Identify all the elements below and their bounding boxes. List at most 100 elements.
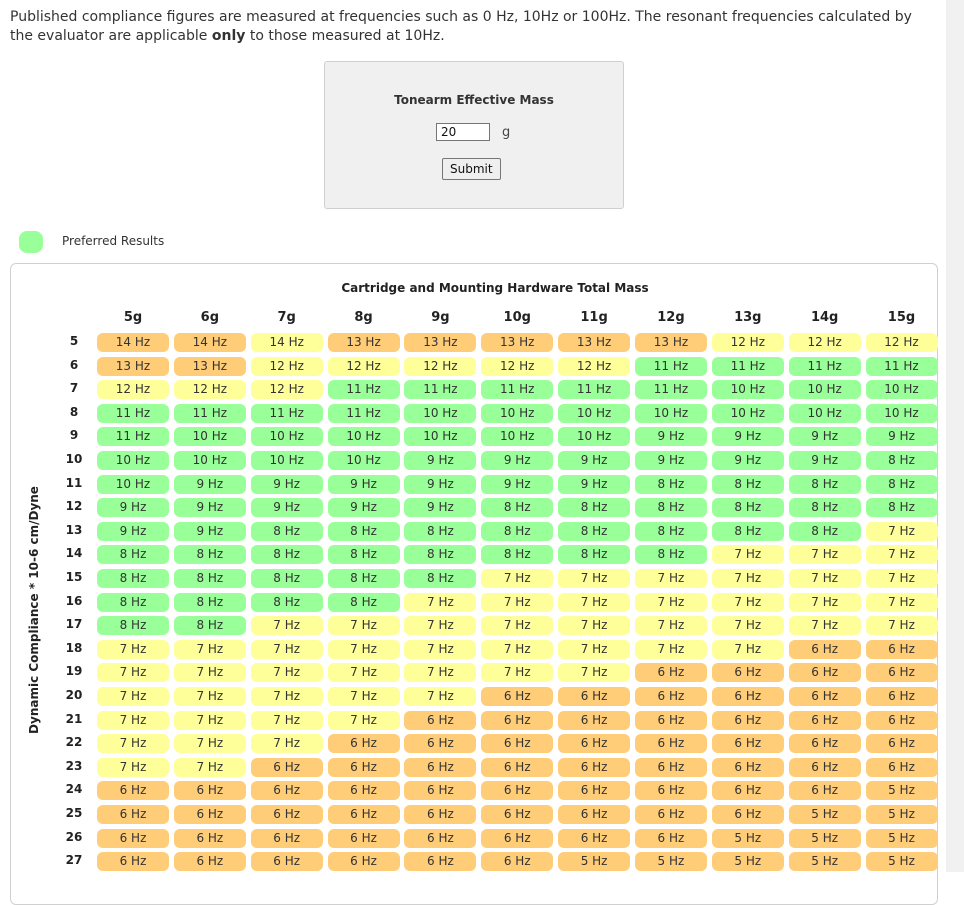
frequency-cell: 10 Hz — [711, 380, 784, 400]
frequency-cell: 7 Hz — [481, 569, 554, 588]
frequency-cell: 8 Hz — [250, 592, 323, 612]
frequency-cell: 8 Hz — [634, 474, 707, 494]
frequency-cell: 7 Hz — [558, 616, 631, 636]
frequency-cell: 5 Hz — [558, 852, 631, 872]
frequency-cell: 10 Hz — [788, 403, 861, 423]
frequency-cell: 11 Hz — [173, 403, 246, 423]
frequency-cell: 7 Hz — [97, 663, 169, 683]
frequency-cell: 7 Hz — [173, 663, 246, 683]
frequency-cell: 13 Hz — [481, 333, 554, 352]
row-header: 12 — [65, 499, 83, 514]
frequency-cell: 5 Hz — [865, 828, 938, 848]
frequency-cell: 6 Hz — [711, 757, 784, 777]
frequency-cell: 7 Hz — [634, 616, 707, 636]
frequency-cell: 8 Hz — [788, 474, 861, 494]
frequency-cell: 8 Hz — [173, 592, 246, 612]
frequency-cell: 6 Hz — [481, 734, 554, 754]
frequency-cell: 5 Hz — [865, 781, 938, 801]
row-header: 25 — [65, 806, 83, 820]
frequency-cell: 9 Hz — [97, 521, 169, 541]
row-header: 13 — [65, 522, 83, 537]
frequency-cell: 6 Hz — [481, 828, 554, 848]
frequency-cell: 7 Hz — [481, 592, 554, 612]
frequency-cell: 5 Hz — [634, 852, 707, 872]
intro-emphasis: only — [211, 28, 246, 44]
frequency-cell: 6 Hz — [327, 734, 400, 754]
page-scrollbar[interactable] — [946, 0, 964, 872]
frequency-cell: 11 Hz — [865, 356, 938, 376]
frequency-cell: 6 Hz — [788, 710, 861, 730]
frequency-cell: 7 Hz — [711, 639, 784, 659]
frequency-cell: 6 Hz — [634, 805, 707, 824]
frequency-cell: 7 Hz — [711, 616, 784, 636]
row-header: 18 — [65, 640, 83, 655]
row-header: 7 — [69, 381, 79, 396]
frequency-cell: 7 Hz — [558, 663, 631, 683]
frequency-cell: 7 Hz — [788, 569, 861, 588]
frequency-cell: 7 Hz — [865, 569, 938, 588]
intro-paragraph: Published compliance figures are measure… — [10, 8, 935, 46]
frequency-cell: 6 Hz — [634, 687, 707, 706]
frequency-cell: 13 Hz — [634, 333, 707, 352]
frequency-cell: 7 Hz — [327, 616, 400, 636]
frequency-cell: 12 Hz — [788, 333, 861, 352]
frequency-cell: 6 Hz — [634, 734, 707, 754]
frequency-cell: 8 Hz — [327, 521, 400, 541]
frequency-cell: 7 Hz — [481, 639, 554, 659]
submit-button[interactable]: Submit — [442, 158, 501, 180]
frequency-cell: 11 Hz — [788, 356, 861, 376]
frequency-cell: 7 Hz — [788, 592, 861, 612]
tonearm-mass-input[interactable] — [436, 123, 490, 141]
frequency-cell: 7 Hz — [97, 639, 169, 659]
y-axis-title: Dynamic Compliance * 10-6 cm/Dyne — [27, 486, 41, 734]
frequency-cell: 7 Hz — [250, 710, 323, 730]
intro-text-before: Published compliance figures are measure… — [10, 9, 912, 44]
frequency-cell: 7 Hz — [404, 639, 477, 659]
frequency-cell: 10 Hz — [327, 427, 400, 447]
frequency-cell: 6 Hz — [634, 757, 707, 777]
frequency-cell: 7 Hz — [173, 687, 246, 706]
frequency-cell: 10 Hz — [97, 474, 169, 494]
frequency-cell: 6 Hz — [481, 757, 554, 777]
frequency-cell: 6 Hz — [481, 781, 554, 801]
frequency-cell: 6 Hz — [97, 805, 169, 824]
frequency-cell: 7 Hz — [250, 616, 323, 636]
column-header: 11g — [580, 310, 608, 325]
frequency-cell: 8 Hz — [173, 616, 246, 636]
column-header: 5g — [123, 310, 143, 325]
intro-text-after: to those measured at 10Hz. — [245, 28, 445, 44]
frequency-cell: 12 Hz — [97, 380, 169, 400]
frequency-cell: 11 Hz — [711, 356, 784, 376]
frequency-cell: 6 Hz — [250, 805, 323, 824]
frequency-cell: 10 Hz — [173, 427, 246, 447]
grid-title: Cartridge and Mounting Hardware Total Ma… — [341, 281, 649, 295]
row-header: 9 — [69, 428, 79, 443]
frequency-cell: 6 Hz — [173, 828, 246, 848]
frequency-cell: 9 Hz — [634, 451, 707, 470]
frequency-cell: 12 Hz — [865, 333, 938, 352]
frequency-cell: 7 Hz — [173, 757, 246, 777]
frequency-cell: 5 Hz — [788, 828, 861, 848]
frequency-cell: 10 Hz — [327, 451, 400, 470]
frequency-cell: 8 Hz — [97, 592, 169, 612]
row-header: 27 — [65, 853, 83, 868]
frequency-cell: 6 Hz — [865, 663, 938, 683]
frequency-cell: 6 Hz — [558, 805, 631, 824]
frequency-cell: 9 Hz — [250, 498, 323, 518]
frequency-cell: 9 Hz — [327, 474, 400, 494]
frequency-cell: 8 Hz — [558, 545, 631, 565]
frequency-cell: 12 Hz — [173, 380, 246, 400]
frequency-cell: 7 Hz — [97, 734, 169, 754]
frequency-cell: 6 Hz — [865, 710, 938, 730]
frequency-cell: 7 Hz — [250, 687, 323, 706]
frequency-cell: 10 Hz — [788, 380, 861, 400]
frequency-cell: 7 Hz — [711, 592, 784, 612]
frequency-cell: 6 Hz — [327, 757, 400, 777]
frequency-cell: 11 Hz — [327, 403, 400, 423]
frequency-cell: 10 Hz — [558, 403, 631, 423]
column-header: 10g — [503, 310, 531, 325]
frequency-cell: 14 Hz — [173, 333, 246, 352]
frequency-cell: 9 Hz — [711, 451, 784, 470]
frequency-cell: 6 Hz — [558, 781, 631, 801]
frequency-cell: 5 Hz — [788, 805, 861, 824]
